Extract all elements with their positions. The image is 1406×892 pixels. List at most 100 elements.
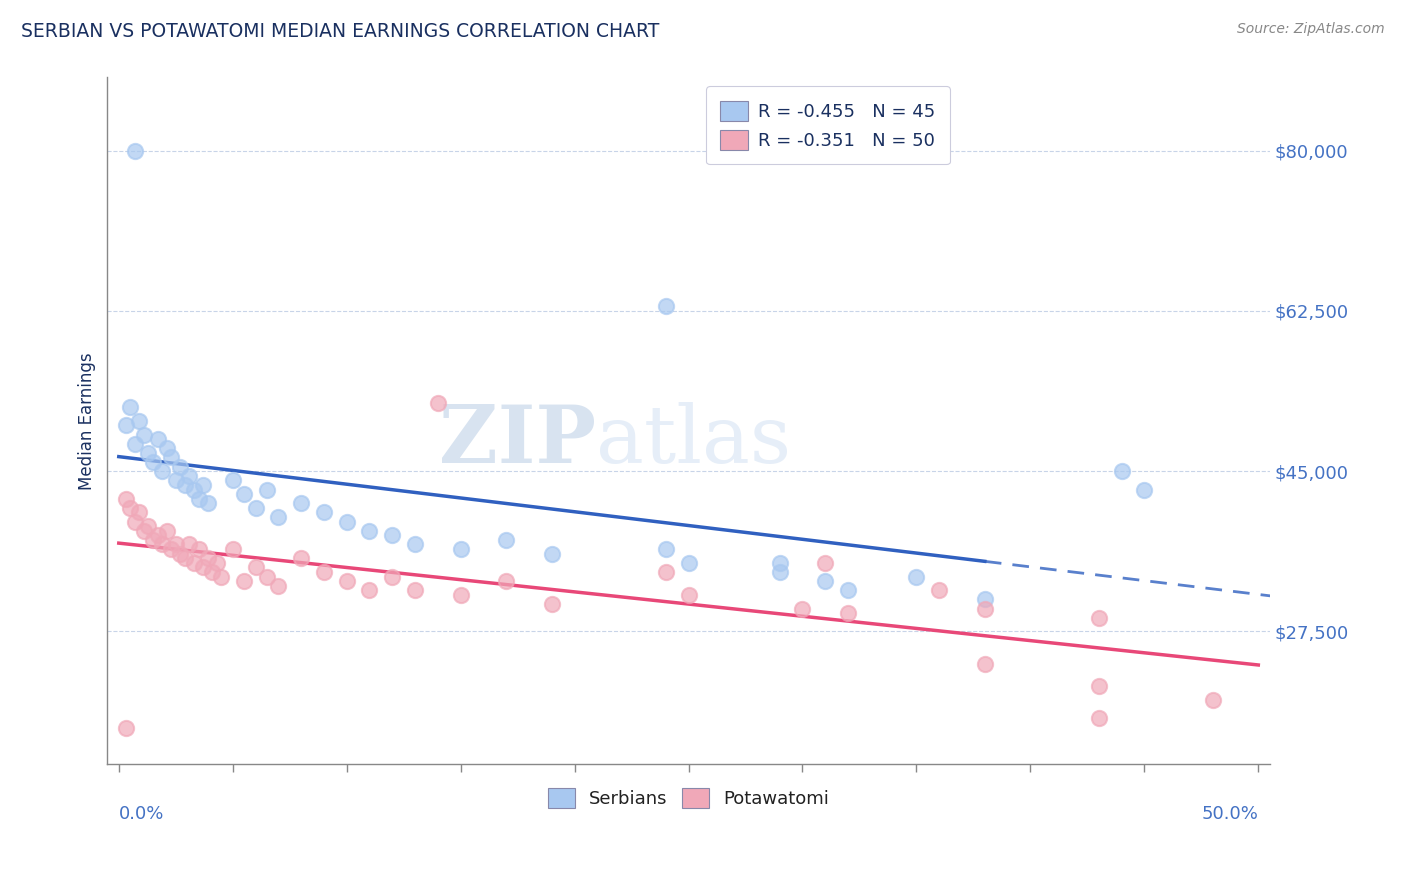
- Point: [359, 583, 381, 598]
- Point: [160, 450, 183, 465]
- Point: [114, 491, 136, 506]
- Point: [655, 542, 678, 557]
- Point: [256, 569, 278, 583]
- Point: [1111, 464, 1133, 478]
- Point: [678, 588, 700, 602]
- Point: [201, 565, 224, 579]
- Point: [245, 500, 267, 515]
- Point: [209, 569, 232, 583]
- Point: [150, 537, 173, 551]
- Y-axis label: Median Earnings: Median Earnings: [79, 352, 96, 490]
- Point: [169, 459, 191, 474]
- Point: [973, 657, 995, 671]
- Point: [222, 474, 245, 488]
- Point: [540, 597, 562, 611]
- Point: [187, 491, 209, 506]
- Point: [128, 505, 150, 519]
- Point: [191, 560, 214, 574]
- Point: [222, 542, 245, 557]
- Point: [179, 468, 201, 483]
- Point: [160, 542, 183, 557]
- Point: [233, 574, 256, 588]
- Point: [191, 478, 214, 492]
- Point: [120, 500, 142, 515]
- Point: [336, 574, 359, 588]
- Point: [114, 721, 136, 735]
- Point: [1087, 611, 1109, 625]
- Point: [146, 528, 169, 542]
- Point: [173, 551, 195, 566]
- Text: ZIP: ZIP: [439, 402, 596, 481]
- Point: [150, 464, 173, 478]
- Point: [267, 510, 290, 524]
- Point: [183, 556, 205, 570]
- Text: SERBIAN VS POTAWATOMI MEDIAN EARNINGS CORRELATION CHART: SERBIAN VS POTAWATOMI MEDIAN EARNINGS CO…: [21, 22, 659, 41]
- Point: [124, 144, 146, 158]
- Point: [156, 442, 179, 456]
- Point: [205, 556, 228, 570]
- Point: [769, 565, 792, 579]
- Point: [1133, 483, 1156, 497]
- Point: [450, 588, 472, 602]
- Point: [173, 478, 195, 492]
- Point: [905, 569, 928, 583]
- Point: [165, 474, 187, 488]
- Point: [837, 606, 859, 620]
- Point: [973, 592, 995, 607]
- Point: [197, 551, 219, 566]
- Point: [404, 537, 426, 551]
- Text: 50.0%: 50.0%: [1202, 805, 1258, 823]
- Point: [655, 565, 678, 579]
- Point: [120, 400, 142, 414]
- Point: [142, 533, 165, 547]
- Point: [197, 496, 219, 510]
- Point: [138, 446, 160, 460]
- Point: [179, 537, 201, 551]
- Text: 0.0%: 0.0%: [118, 805, 165, 823]
- Point: [973, 601, 995, 615]
- Point: [114, 418, 136, 433]
- Legend: Serbians, Potawatomi: Serbians, Potawatomi: [538, 779, 838, 817]
- Point: [769, 556, 792, 570]
- Point: [312, 505, 335, 519]
- Point: [1202, 693, 1225, 707]
- Point: [655, 299, 678, 313]
- Point: [124, 436, 146, 450]
- Point: [404, 583, 426, 598]
- Point: [1087, 711, 1109, 725]
- Point: [165, 537, 187, 551]
- Point: [187, 542, 209, 557]
- Point: [146, 432, 169, 446]
- Point: [381, 569, 404, 583]
- Point: [814, 574, 837, 588]
- Point: [837, 583, 859, 598]
- Point: [678, 556, 700, 570]
- Text: Source: ZipAtlas.com: Source: ZipAtlas.com: [1237, 22, 1385, 37]
- Point: [336, 515, 359, 529]
- Point: [792, 601, 814, 615]
- Text: atlas: atlas: [596, 402, 790, 481]
- Point: [1087, 680, 1109, 694]
- Point: [540, 547, 562, 561]
- Point: [183, 483, 205, 497]
- Point: [256, 483, 278, 497]
- Point: [267, 579, 290, 593]
- Point: [312, 565, 335, 579]
- Point: [233, 487, 256, 501]
- Point: [495, 574, 517, 588]
- Point: [381, 528, 404, 542]
- Point: [124, 515, 146, 529]
- Point: [156, 524, 179, 538]
- Point: [290, 551, 312, 566]
- Point: [138, 519, 160, 533]
- Point: [426, 395, 449, 409]
- Point: [169, 547, 191, 561]
- Point: [142, 455, 165, 469]
- Point: [814, 556, 837, 570]
- Point: [245, 560, 267, 574]
- Point: [290, 496, 312, 510]
- Point: [132, 427, 155, 442]
- Point: [928, 583, 950, 598]
- Point: [132, 524, 155, 538]
- Point: [359, 524, 381, 538]
